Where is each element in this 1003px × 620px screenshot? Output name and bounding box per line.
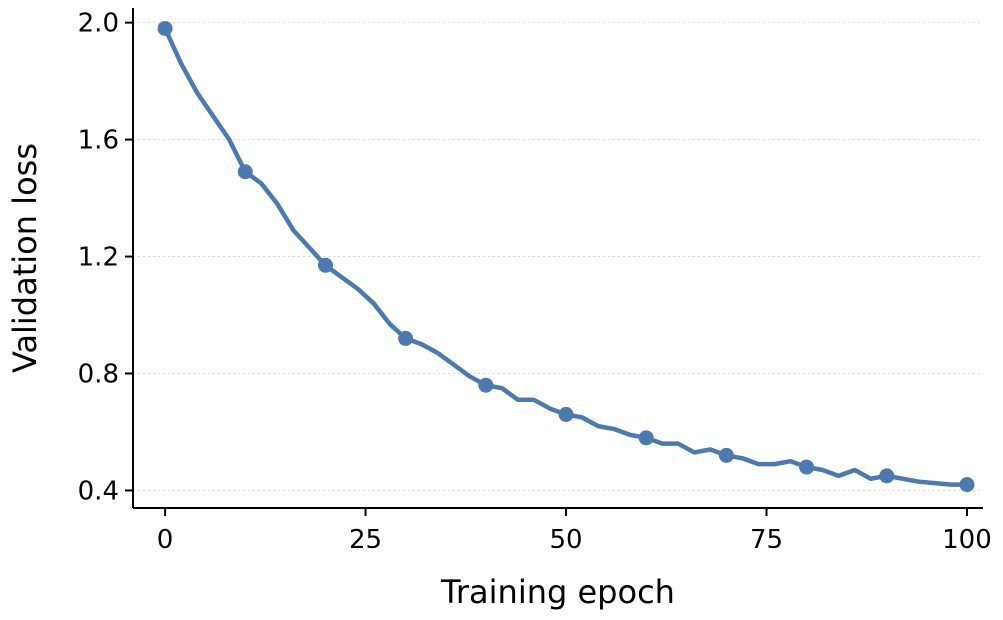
data-point-marker <box>638 430 654 446</box>
grid-lines <box>133 22 983 491</box>
x-tick-label: 0 <box>157 525 174 555</box>
y-tick-label: 2.0 <box>78 9 119 39</box>
x-axis-title: Training epoch <box>440 573 675 611</box>
y-axis-title: Validation loss <box>6 143 44 373</box>
x-tick-label: 75 <box>750 525 783 555</box>
ticks: 0 25 50 75 100 0.4 0.8 1.2 1.6 2.0 <box>78 9 992 555</box>
y-tick-label: 0.4 <box>78 476 119 506</box>
data-point-marker <box>718 447 734 463</box>
y-tick-label: 0.8 <box>78 359 119 389</box>
axes <box>132 8 983 509</box>
x-tick-label: 25 <box>349 525 382 555</box>
data-point-marker <box>558 406 574 422</box>
data-point-marker <box>398 330 414 346</box>
data-point-marker <box>478 377 494 393</box>
data-point-marker <box>317 257 333 273</box>
x-tick-label: 100 <box>942 525 992 555</box>
series-layer <box>157 20 975 493</box>
y-tick-label: 1.6 <box>78 126 119 156</box>
data-point-marker <box>879 468 895 484</box>
data-point-marker <box>237 164 253 180</box>
data-point-marker <box>799 459 815 475</box>
data-point-marker <box>157 20 173 36</box>
y-tick-label: 1.2 <box>78 243 119 273</box>
data-point-marker <box>959 477 975 493</box>
x-tick-label: 50 <box>549 525 582 555</box>
